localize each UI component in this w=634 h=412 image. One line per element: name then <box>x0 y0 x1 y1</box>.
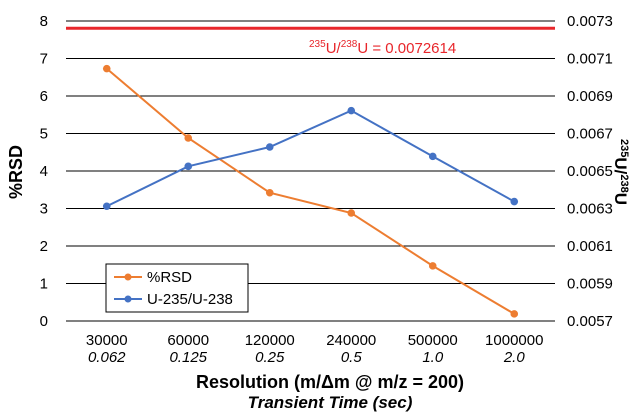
data-point-1 <box>428 152 437 161</box>
y2-title-sup2: 238 <box>618 174 630 192</box>
series-group <box>102 64 519 318</box>
y2-title-sup1: 235 <box>618 139 630 157</box>
x-tick-label: 240000 <box>326 332 376 349</box>
y2-tick-label: 0.0059 <box>567 276 613 293</box>
x-tick-label-secondary: 0.5 <box>341 349 363 366</box>
x-tick-label: 500000 <box>408 332 458 349</box>
data-point-0 <box>184 134 193 142</box>
y2-tick-label: 0.0073 <box>567 13 613 30</box>
ref-label-sup2: 238 <box>341 39 358 50</box>
series-line-1 <box>106 109 515 208</box>
x-tick-label: 30000 <box>86 332 128 349</box>
y2-tick-label: 0.0071 <box>567 51 613 68</box>
y2-title-base1: U/ <box>611 157 630 174</box>
y2-tick-label: 0.0063 <box>567 201 613 218</box>
legend-label-rsd: %RSD <box>147 269 192 286</box>
y2-tick-label: 0.0067 <box>567 126 613 143</box>
y-tick-label: 2 <box>40 238 48 255</box>
x-axis-secondary-title: Transient Time (sec) <box>248 393 413 412</box>
data-point-0 <box>265 188 274 197</box>
ref-label-base1: U/ <box>326 40 342 57</box>
data-point-1 <box>347 106 356 115</box>
y-tick-label: 8 <box>40 13 48 30</box>
y2-axis-title: 235U/238U <box>611 139 630 205</box>
legend-marker-ratio <box>124 295 132 303</box>
x-tick-label-secondary: 1.0 <box>422 349 444 366</box>
legend: %RSD U-235/U-238 <box>105 263 249 313</box>
x-tick-label-secondary: 0.062 <box>88 349 126 366</box>
x-tick-label: 60000 <box>167 332 209 349</box>
data-point-0 <box>347 209 356 217</box>
left-axis-ticks: 0 1 2 3 4 5 6 7 8 <box>40 13 48 330</box>
legend-marker-rsd <box>124 273 132 281</box>
y-tick-label: 4 <box>40 163 48 180</box>
y2-tick-label: 0.0057 <box>567 313 613 330</box>
y2-tick-label: 0.0065 <box>567 163 613 180</box>
y-axis-title: %RSD <box>6 145 26 199</box>
ref-label-sup1: 235 <box>309 39 326 50</box>
y2-tick-label: 0.0069 <box>567 88 613 105</box>
ref-label-base2: U = 0.0072614 <box>357 40 456 57</box>
x-tick-label-secondary: 2.0 <box>503 349 526 366</box>
right-axis-ticks: 0.0057 0.0059 0.0061 0.0063 0.0065 0.0067 0.00… <box>567 13 613 330</box>
data-point-0 <box>428 262 437 270</box>
y-tick-label: 0 <box>40 313 48 330</box>
x-tick-label: 1000000 <box>485 332 543 349</box>
y-tick-label: 1 <box>40 276 48 293</box>
y2-tick-label: 0.0061 <box>567 238 613 255</box>
data-point-1 <box>510 197 519 206</box>
x-tick-label-secondary: 0.125 <box>169 349 207 366</box>
legend-box <box>105 263 249 313</box>
data-point-1 <box>184 162 193 171</box>
data-point-1 <box>102 202 111 211</box>
x-tick-label-secondary: 0.25 <box>255 349 285 366</box>
legend-label-ratio: U-235/U-238 <box>147 291 233 308</box>
x-axis-title: Resolution (m/Δm @ m/z = 200) <box>196 372 464 392</box>
data-point-1 <box>265 143 274 151</box>
reference-line-label: 235U/238U = 0.0072614 <box>309 39 456 57</box>
y-tick-label: 5 <box>40 126 48 143</box>
y-tick-label: 7 <box>40 51 48 68</box>
y2-title-base2: U <box>611 193 630 205</box>
data-point-0 <box>102 64 111 73</box>
series-line-0 <box>106 67 515 315</box>
x-tick-label: 120000 <box>245 332 295 349</box>
y-tick-label: 6 <box>40 88 48 105</box>
data-point-0 <box>510 310 519 318</box>
y-tick-label: 3 <box>40 201 48 218</box>
